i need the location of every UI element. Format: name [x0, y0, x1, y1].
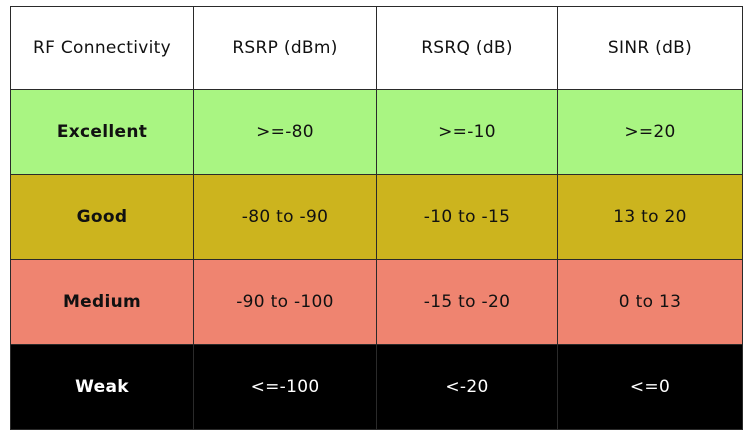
table-row-medium: Medium -90 to -100 -15 to -20 0 to 13	[10, 259, 743, 345]
rsrp-excellent: >=-80	[193, 89, 377, 175]
table-row-excellent: Excellent >=-80 >=-10 >=20	[10, 89, 743, 175]
row-label-good: Good	[10, 174, 194, 260]
row-label-weak: Weak	[10, 344, 194, 430]
header-sinr: SINR (dB)	[557, 6, 743, 90]
header-rsrp: RSRP (dBm)	[193, 6, 377, 90]
rsrq-good: -10 to -15	[376, 174, 558, 260]
sinr-medium: 0 to 13	[557, 259, 743, 345]
rsrq-excellent: >=-10	[376, 89, 558, 175]
header-rsrq: RSRQ (dB)	[376, 6, 558, 90]
sinr-excellent: >=20	[557, 89, 743, 175]
rsrq-weak: <-20	[376, 344, 558, 430]
rf-connectivity-table: RF Connectivity RSRP (dBm) RSRQ (dB) SIN…	[10, 6, 743, 430]
table-row-weak: Weak <=-100 <-20 <=0	[10, 344, 743, 430]
sinr-weak: <=0	[557, 344, 743, 430]
table-row-good: Good -80 to -90 -10 to -15 13 to 20	[10, 174, 743, 260]
rsrp-good: -80 to -90	[193, 174, 377, 260]
rsrp-medium: -90 to -100	[193, 259, 377, 345]
row-label-excellent: Excellent	[10, 89, 194, 175]
rsrq-medium: -15 to -20	[376, 259, 558, 345]
header-rf-connectivity: RF Connectivity	[10, 6, 194, 90]
header-row: RF Connectivity RSRP (dBm) RSRQ (dB) SIN…	[10, 6, 743, 90]
sinr-good: 13 to 20	[557, 174, 743, 260]
rsrp-weak: <=-100	[193, 344, 377, 430]
row-label-medium: Medium	[10, 259, 194, 345]
